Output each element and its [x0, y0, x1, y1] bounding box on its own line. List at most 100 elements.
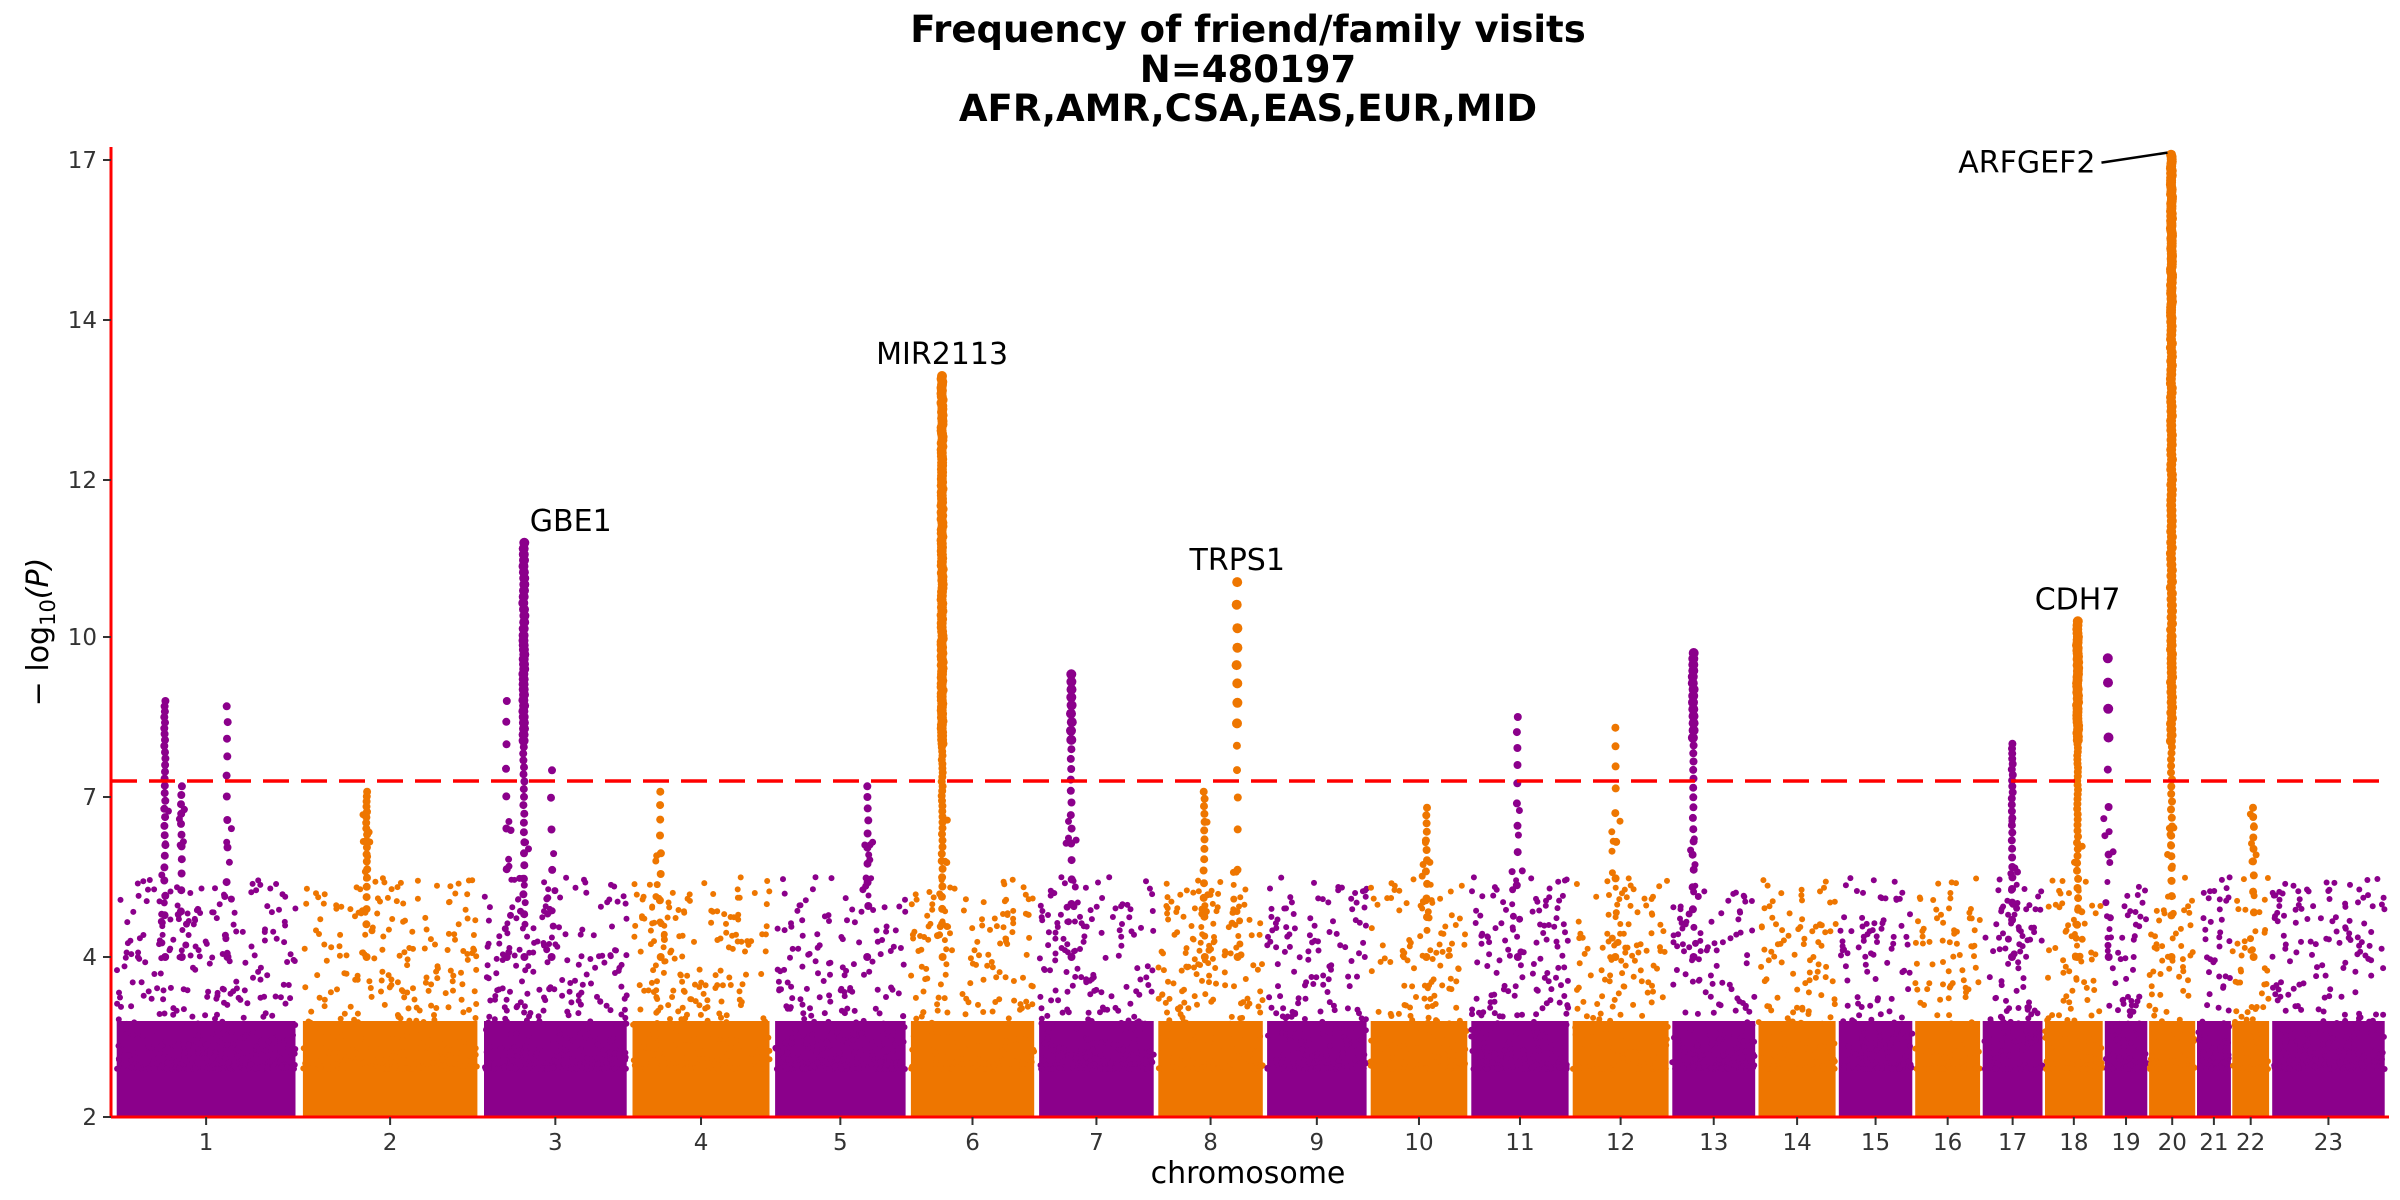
- snp-point: [838, 1007, 845, 1014]
- snp-point: [1421, 995, 1428, 1002]
- snp-point: [447, 967, 454, 974]
- snp-point: [236, 1035, 243, 1042]
- snp-point: [1533, 939, 1540, 946]
- snp-point: [1283, 905, 1289, 912]
- snp-point: [1023, 951, 1030, 958]
- snp-point: [1015, 1022, 1022, 1028]
- snp-point: [452, 890, 459, 897]
- snp-point: [129, 979, 136, 986]
- snp-point: [1498, 1052, 1504, 1059]
- snp-point: [121, 1062, 128, 1069]
- snp-point: [820, 978, 827, 984]
- snp-point: [763, 923, 770, 930]
- snp-point: [653, 1009, 660, 1016]
- snp-point: [708, 1029, 714, 1035]
- snp-point: [594, 993, 600, 1000]
- snp-point: [1572, 1024, 1579, 1031]
- snp-point: [1598, 967, 1605, 974]
- snp-point: [200, 1021, 207, 1028]
- snp-point: [1532, 1032, 1539, 1039]
- snp-point: [1616, 896, 1623, 903]
- snp-point: [1718, 1065, 1725, 1072]
- snp-point: [190, 1043, 197, 1050]
- snp-point: [248, 943, 255, 950]
- snp-point: [1541, 974, 1548, 981]
- snp-point: [825, 912, 832, 919]
- snp-point: [326, 1023, 332, 1030]
- snp-point: [1045, 1066, 1052, 1072]
- snp-point: [135, 949, 142, 956]
- snp-point: [1935, 880, 1942, 887]
- snp-point: [2354, 951, 2361, 958]
- snp-point: [1233, 1022, 1240, 1028]
- snp-point: [483, 974, 490, 981]
- snp-point: [742, 1037, 749, 1044]
- snp-point: [1503, 1055, 1510, 1062]
- snp-point: [645, 987, 652, 994]
- snp-point: [2025, 1015, 2032, 1022]
- snp-point: [1873, 933, 1880, 940]
- snp-point: [2231, 1021, 2238, 1028]
- snp-point: [496, 940, 503, 947]
- snp-point: [788, 983, 795, 990]
- snp-point: [2298, 938, 2304, 945]
- snp-point: [1605, 1051, 1612, 1057]
- snp-point: [1350, 1038, 1357, 1045]
- snp-point: [1738, 1065, 1744, 1072]
- snp-point: [725, 944, 732, 951]
- snp-point: [222, 878, 231, 887]
- snp-point: [1395, 1010, 1402, 1017]
- snp-point: [1470, 1066, 1477, 1072]
- snp-point: [257, 994, 264, 1001]
- snp-point: [2238, 1040, 2244, 1047]
- snp-point: [677, 972, 684, 979]
- snp-point: [1064, 1006, 1071, 1013]
- snp-point: [830, 1047, 836, 1053]
- snp-point: [858, 1030, 865, 1037]
- snp-point: [1022, 891, 1029, 898]
- snp-point: [2204, 1002, 2211, 1009]
- snp-point: [423, 1049, 430, 1056]
- snp-point: [337, 1053, 344, 1060]
- snp-point: [2169, 935, 2176, 942]
- snp-point: [583, 889, 590, 896]
- snp-point: [2131, 933, 2138, 940]
- snp-point: [2172, 1064, 2179, 1070]
- snp-point: [611, 1056, 618, 1062]
- snp-point: [1829, 978, 1836, 985]
- snp-point: [1663, 1036, 1670, 1043]
- snp-point: [2378, 901, 2385, 908]
- snp-point: [386, 984, 393, 991]
- snp-point: [2031, 924, 2037, 931]
- snp-point: [679, 978, 686, 985]
- snp-point: [781, 927, 788, 934]
- snp-point: [1489, 1059, 1496, 1066]
- snp-point: [1560, 921, 1567, 928]
- snp-point: [1674, 1037, 1681, 1044]
- snp-point: [1692, 1056, 1699, 1063]
- snp-point: [724, 1025, 731, 1031]
- snp-point: [486, 1060, 493, 1067]
- snp-point: [410, 985, 416, 992]
- snp-point: [1420, 1036, 1426, 1043]
- snp-point: [1777, 940, 1784, 947]
- snp-point: [686, 897, 693, 904]
- snp-point: [123, 1025, 129, 1032]
- snp-point: [1432, 1001, 1439, 1007]
- snp-point: [1024, 1003, 1031, 1010]
- snp-point: [755, 1054, 762, 1061]
- snp-point: [2026, 1004, 2032, 1010]
- snp-point: [223, 718, 232, 727]
- snp-point: [1105, 1040, 1111, 1047]
- snp-point: [1905, 986, 1912, 993]
- snp-point: [2350, 1044, 2357, 1051]
- snp-point: [394, 884, 401, 891]
- snp-point: [1879, 920, 1886, 927]
- snp-point: [690, 1032, 697, 1039]
- snp-point: [492, 993, 499, 999]
- snp-point: [2035, 893, 2042, 900]
- snp-point: [2091, 987, 2098, 993]
- snp-point: [1917, 1045, 1924, 1052]
- snp-point: [1946, 1012, 1953, 1019]
- snp-point: [1323, 1052, 1330, 1059]
